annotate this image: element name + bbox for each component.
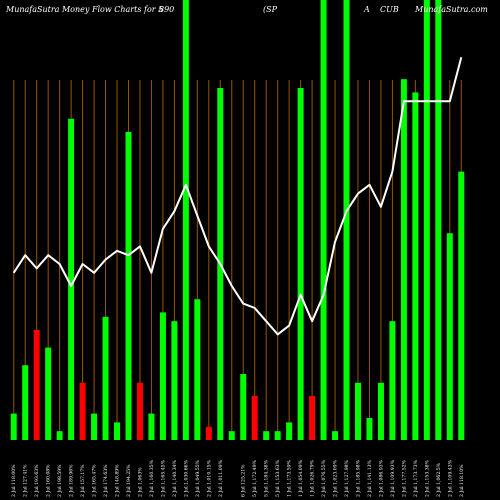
- title-left: MunafaSutra Money Flow Charts for 5: [5, 5, 163, 14]
- flow-bar: [159, 312, 166, 440]
- money-flow-line: [12, 56, 463, 336]
- flow-bar: [91, 413, 98, 440]
- x-tick-label: 2 Jul 1,141.13%: [367, 459, 373, 497]
- x-tick-label: 2 Jul 1,165.45%: [160, 459, 166, 497]
- x-tick-label: 2 Jul 127.41%: [23, 464, 29, 497]
- x-tick-label: 2 Jul 1,173.73%: [413, 459, 419, 497]
- title-right-a: A: [363, 5, 370, 14]
- flow-bar: [309, 396, 316, 440]
- flow-bar: [33, 330, 40, 440]
- x-tick-label: 2 Jul 1,023.09%: [333, 459, 339, 497]
- x-tick-label: 5 Jul 1,172.49%: [252, 459, 258, 497]
- x-tick-label: 2 Jul 1,177.52%: [401, 459, 407, 497]
- x-tick-labels: 2 Jul 118.00% 2 Jul 127.41% 2 Jul 193.63% 2…: [11, 459, 465, 497]
- x-tick-label: 2 Jul 157.17%: [80, 464, 86, 497]
- flow-bar: [412, 92, 419, 441]
- x-tick-label: 2 Jul 148.89%: [115, 464, 121, 497]
- flow-bar: [79, 382, 86, 440]
- flow-bar: [68, 118, 75, 441]
- x-tick-label: 2 Jul 1,153.38%: [424, 459, 430, 497]
- flow-bar: [354, 382, 361, 440]
- flow-bar: [56, 431, 63, 440]
- flow-bar: [286, 422, 293, 440]
- title-code: 890: [159, 5, 174, 14]
- x-tick-label: 2 Jul 1,010.15%: [206, 459, 212, 497]
- title-right-b: CUB: [380, 5, 399, 14]
- flow-bar: [136, 382, 143, 440]
- x-tick-label: 2 Jul 1,109.93%: [390, 459, 396, 497]
- x-tick-label: 2 Jul 1,185.98%: [355, 459, 361, 497]
- x-tick-label: 1 Jul 1,026.79%: [310, 459, 316, 497]
- x-tick-label: 2 Jul 1,086.93%: [378, 459, 384, 497]
- flow-bar: [366, 418, 373, 440]
- flow-bar: [194, 299, 201, 440]
- x-tick-label: 2 Jul 1,011.09%: [218, 459, 224, 497]
- x-tick-label: 2 Jul 189.96%: [69, 464, 75, 497]
- x-tick-label: 2 Jul 198.59%: [57, 464, 63, 497]
- x-tick-label: 2 Jul 1,140.34%: [172, 459, 178, 497]
- flow-bar: [45, 347, 52, 440]
- flow-bar: [102, 316, 109, 440]
- x-tick-label: 1 Jul 1,173.59%: [287, 459, 293, 497]
- x-tick-label: 2 Jul 165.47%: [92, 464, 98, 497]
- flow-bar: [22, 365, 29, 440]
- x-tick-label: 2 Jul 1,076.55%: [321, 459, 327, 497]
- flow-bar: [263, 431, 270, 440]
- flow-bar: [240, 374, 247, 440]
- flow-bar: [446, 233, 453, 440]
- flow-bar: [377, 382, 384, 440]
- x-tick-label: 2 Jul 194.25%: [126, 464, 132, 497]
- x-tick-label: 2 Jul 1,030.66%: [183, 459, 189, 497]
- chart-title: MunafaSutra Money Flow Charts for 5 890 …: [5, 5, 488, 14]
- flow-bar: [297, 88, 304, 440]
- flow-bar: [171, 321, 178, 440]
- x-tick-label: 2 Jul 1,160.35%: [149, 459, 155, 497]
- flow-bar: [343, 0, 350, 440]
- flow-bar: [274, 431, 281, 440]
- x-tick-label: 6 Jul 125.21%: [241, 464, 247, 497]
- x-tick-label: 2 Jul 118.00%: [11, 464, 17, 497]
- x-tick-label: 2 Jul 1,049.55%: [195, 459, 201, 497]
- x-tick-label: 5 Jul 1,153.63%: [275, 459, 281, 497]
- flow-bar: [10, 413, 17, 440]
- x-tick-label: 2 Jul 193.63%: [34, 464, 40, 497]
- flow-bar: [114, 422, 121, 440]
- flow-bar: [332, 431, 339, 440]
- x-tick-label: 2 Jul 1,109.43%: [447, 459, 453, 497]
- flow-bar: [423, 0, 430, 440]
- flow-bar: [205, 426, 212, 440]
- x-tick-label: 2 Jul 160.08%: [46, 464, 52, 497]
- title-watermark: MunafaSutra.com: [414, 5, 488, 14]
- x-tick-label: 2 Jul 1,127.98%: [344, 459, 350, 497]
- flow-bar: [182, 0, 189, 440]
- x-tick-label: 2 Jul 1,063%: [137, 467, 143, 497]
- x-tick-label: 2 Jul 1,062.5%: [436, 462, 442, 497]
- flow-bar: [400, 79, 407, 440]
- flow-bar: [228, 431, 235, 440]
- x-tick-label: 2 Jul 118.10%: [459, 464, 465, 497]
- x-tick-label: 5 Jul 1,184.38%: [264, 459, 270, 497]
- title-mid: (SP: [263, 5, 278, 14]
- flow-bar: [389, 321, 396, 440]
- flow-bar: [125, 132, 132, 440]
- flow-bar: [458, 171, 465, 440]
- flow-bar: [148, 413, 155, 440]
- x-tick-label: 1 Jul 1,054.09%: [298, 459, 304, 497]
- flow-bar: [251, 396, 258, 440]
- flow-bar: [435, 0, 442, 440]
- flow-bar: [320, 0, 327, 440]
- x-tick-label: 2 Jul 174.63%: [103, 464, 109, 497]
